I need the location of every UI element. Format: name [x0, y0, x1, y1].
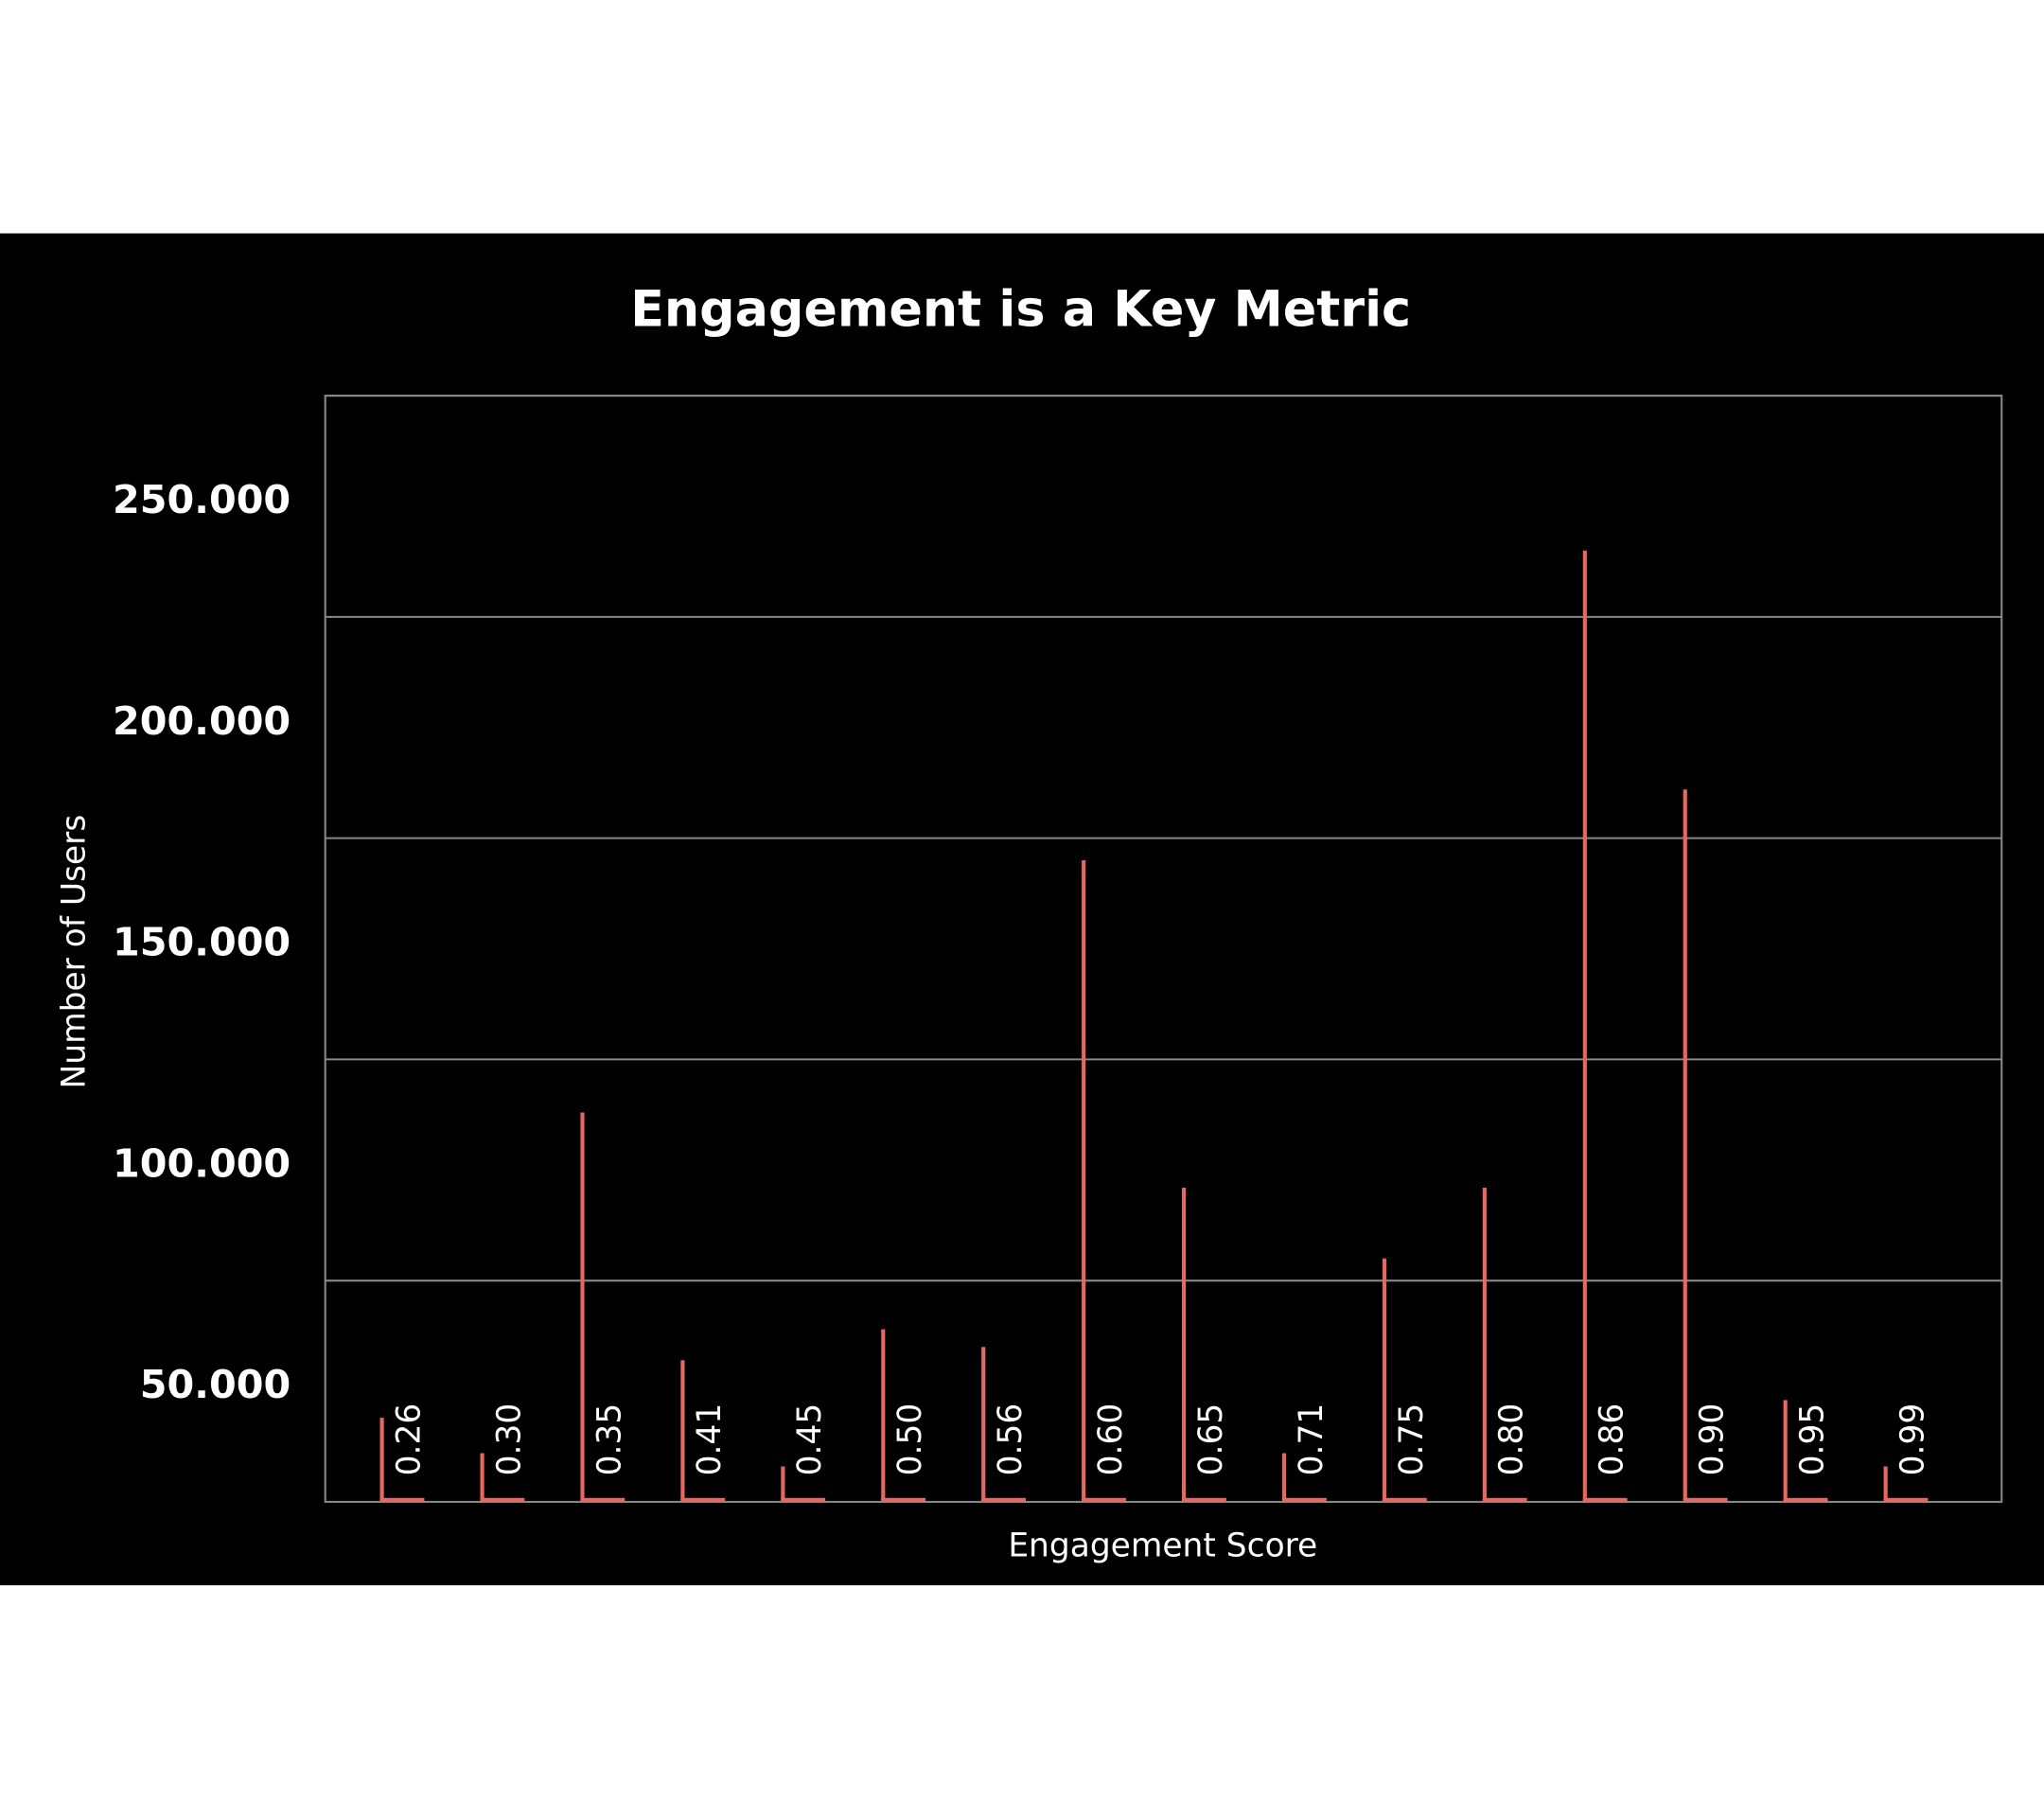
x-tick-label: 0.45 [791, 1403, 829, 1476]
bar [1883, 1466, 1888, 1502]
bar-base [580, 1497, 626, 1502]
x-tick-label: 0.26 [390, 1403, 428, 1476]
chart-background [0, 233, 2044, 1586]
bar [1482, 1187, 1487, 1502]
bar [680, 1360, 685, 1502]
bar-base [1783, 1497, 1828, 1502]
bar-base [1082, 1497, 1126, 1502]
bar-base [680, 1497, 726, 1502]
x-tick-label: 0.65 [1192, 1403, 1230, 1476]
y-axis-label: Number of Users [55, 815, 93, 1089]
bar-base [480, 1497, 525, 1502]
bar [580, 1112, 585, 1502]
bar-base [1281, 1497, 1327, 1502]
bar [1281, 1453, 1287, 1502]
bar-base [981, 1497, 1026, 1502]
y-tick-label: 200.000 [113, 698, 291, 744]
x-tick-label: 0.30 [490, 1403, 528, 1476]
bar [981, 1347, 986, 1502]
x-axis-label: Engagement Score [1008, 1527, 1317, 1565]
x-tick-label: 0.80 [1493, 1403, 1531, 1476]
bar-base [1883, 1497, 1929, 1502]
x-tick-label: 0.71 [1293, 1403, 1330, 1476]
bar-base [1683, 1497, 1728, 1502]
bar-base [1582, 1497, 1628, 1502]
x-tick-label: 0.99 [1894, 1403, 1931, 1476]
bar-base [1382, 1497, 1427, 1502]
bar [379, 1418, 384, 1502]
x-tick-label: 0.75 [1393, 1403, 1431, 1476]
y-tick-label: 50.000 [140, 1362, 291, 1407]
x-tick-label: 0.41 [691, 1403, 729, 1476]
x-tick-label: 0.56 [992, 1403, 1030, 1476]
bar [1082, 860, 1086, 1502]
bar [1382, 1258, 1387, 1502]
bar [881, 1329, 886, 1502]
bar [480, 1453, 485, 1502]
x-tick-label: 0.35 [590, 1403, 628, 1476]
x-tick-label: 0.60 [1092, 1403, 1130, 1476]
y-tick-label: 250.000 [113, 477, 291, 522]
bar [1783, 1400, 1788, 1502]
x-tick-label: 0.50 [891, 1403, 929, 1476]
y-tick-label: 100.000 [113, 1140, 291, 1186]
chart-title: Engagement is a Key Metric [630, 281, 1411, 339]
bar-base [1482, 1497, 1527, 1502]
x-tick-label: 0.95 [1794, 1403, 1832, 1476]
bar-base [379, 1497, 425, 1502]
bar [781, 1466, 785, 1502]
x-tick-label: 0.86 [1594, 1403, 1631, 1476]
bar [1582, 550, 1587, 1502]
bar-base [1182, 1497, 1226, 1502]
bar [1182, 1187, 1187, 1502]
bar-base [781, 1497, 826, 1502]
bar [1683, 789, 1687, 1502]
y-tick-label: 150.000 [113, 920, 291, 965]
bar-base [881, 1497, 926, 1502]
x-tick-label: 0.90 [1694, 1403, 1732, 1476]
